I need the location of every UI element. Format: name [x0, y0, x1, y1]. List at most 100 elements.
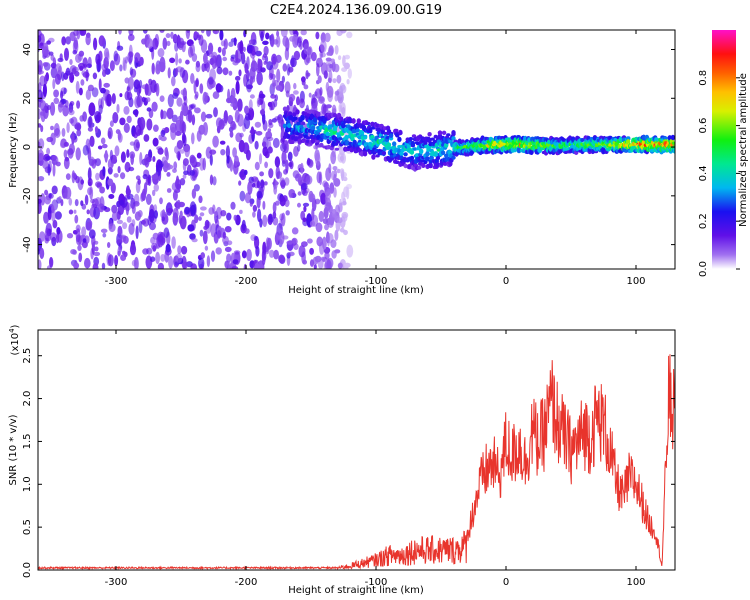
heatmap-cell	[231, 266, 239, 269]
colorbar-ticks: 0.0 0.2 0.4 0.6 0.8	[698, 70, 740, 277]
heatmap-cell	[248, 99, 253, 111]
heatmap-cell	[77, 244, 82, 251]
heatmap-cell	[85, 33, 91, 46]
heatmap-cell	[255, 245, 260, 257]
heatmap-cell	[151, 242, 158, 251]
heatmap-cell	[184, 206, 191, 215]
heatmap-cell	[293, 116, 298, 121]
heatmap-cell	[266, 136, 274, 141]
heatmap-cell	[234, 109, 240, 123]
heatmap-cell	[155, 251, 161, 265]
heatmap-cell	[152, 137, 159, 147]
heatmap-cell	[215, 247, 222, 255]
snr-y-ticks: 0.0 0.5 1.0 1.5 2.0 2.5	[22, 348, 675, 578]
heatmap-cell	[144, 83, 149, 96]
heatmap-cell	[182, 261, 188, 269]
heatmap-cell	[208, 76, 214, 85]
heatmap-cell	[441, 130, 447, 135]
heatmap-cell	[69, 59, 73, 65]
heatmap-cell	[114, 255, 119, 267]
heatmap-cell	[138, 220, 143, 234]
heatmap-cell	[76, 123, 82, 131]
heatmap-cell	[226, 97, 232, 104]
heatmap-cell	[183, 170, 189, 176]
heatmap-cell	[38, 89, 43, 103]
heatmap-cell	[346, 31, 353, 39]
heatmap-cell	[341, 200, 347, 206]
heatmap-cell	[291, 238, 297, 247]
heatmap-cell	[81, 226, 87, 237]
heatmap-cell	[71, 131, 75, 145]
heatmap-cell	[88, 102, 96, 116]
heatmap-cell	[257, 208, 262, 222]
heatmap-cell	[287, 123, 292, 129]
heatmap-cell	[341, 122, 346, 129]
heatmap-cell	[428, 162, 433, 168]
heatmap-cell	[256, 71, 263, 86]
heatmap-cell	[244, 113, 251, 121]
heatmap-cell	[314, 91, 318, 97]
heatmap-cell	[177, 245, 182, 255]
heatmap-cell	[371, 154, 376, 160]
spectrogram-x-axis-label: Height of straight line (km)	[288, 285, 424, 296]
heatmap-cell	[254, 140, 259, 150]
heatmap-cell	[315, 152, 321, 166]
heatmap-cell	[120, 151, 126, 163]
heatmap-cell	[663, 136, 668, 140]
heatmap-cell	[38, 108, 41, 120]
heatmap-cell	[281, 150, 287, 164]
y-tick-label: -20	[22, 188, 33, 204]
heatmap-cell	[314, 255, 322, 263]
heatmap-cell	[327, 217, 334, 228]
heatmap-cell	[288, 192, 293, 199]
heatmap-cell	[109, 149, 113, 161]
heatmap-cell	[141, 96, 146, 103]
heatmap-cell	[73, 209, 77, 214]
heatmap-cell	[111, 93, 116, 105]
heatmap-cell	[60, 90, 64, 100]
heatmap-cell	[196, 152, 202, 159]
heatmap-cell	[260, 179, 265, 189]
heatmap-cell	[230, 102, 237, 108]
heatmap-cell	[82, 145, 89, 156]
heatmap-cell	[89, 135, 95, 147]
heatmap-cell	[370, 135, 375, 139]
heatmap-cell	[230, 95, 235, 104]
heatmap-cell	[409, 149, 415, 155]
heatmap-cell	[131, 259, 137, 267]
heatmap-cell	[117, 205, 125, 216]
heatmap-cell	[193, 80, 197, 94]
heatmap-cell	[188, 46, 193, 58]
heatmap-cell	[92, 262, 99, 269]
heatmap-cell	[242, 46, 246, 53]
colorbar-tick-label: 0.6	[698, 118, 709, 134]
heatmap-cell	[48, 51, 54, 56]
heatmap-cell	[44, 189, 49, 196]
heatmap-cell	[308, 109, 314, 115]
heatmap-cell	[335, 139, 341, 144]
heatmap-cell	[144, 153, 150, 168]
heatmap-cell	[190, 263, 197, 269]
heatmap-cell	[56, 227, 61, 235]
heatmap-cell	[128, 34, 135, 41]
heatmap-cell	[419, 148, 424, 155]
heatmap-cell	[167, 94, 174, 108]
heatmap-cell	[62, 105, 69, 117]
heatmap-cell	[145, 193, 152, 205]
y-tick-label: 1.0	[22, 476, 33, 492]
heatmap-cell	[326, 233, 334, 244]
heatmap-cell	[148, 108, 154, 119]
heatmap-cell	[126, 216, 132, 223]
heatmap-cell	[91, 159, 97, 169]
colorbar-label: Normalized spectral amplitude	[738, 73, 749, 227]
heatmap-cell	[287, 151, 293, 162]
heatmap-cell	[128, 97, 134, 108]
y-tick-label: 40	[22, 43, 33, 56]
heatmap-cell	[191, 114, 196, 126]
heatmap-cell	[272, 202, 277, 213]
heatmap-cell	[73, 262, 80, 269]
heatmap-cell	[351, 118, 356, 124]
heatmap-cell	[256, 190, 263, 199]
heatmap-cell	[198, 257, 205, 269]
heatmap-cell	[82, 111, 87, 122]
